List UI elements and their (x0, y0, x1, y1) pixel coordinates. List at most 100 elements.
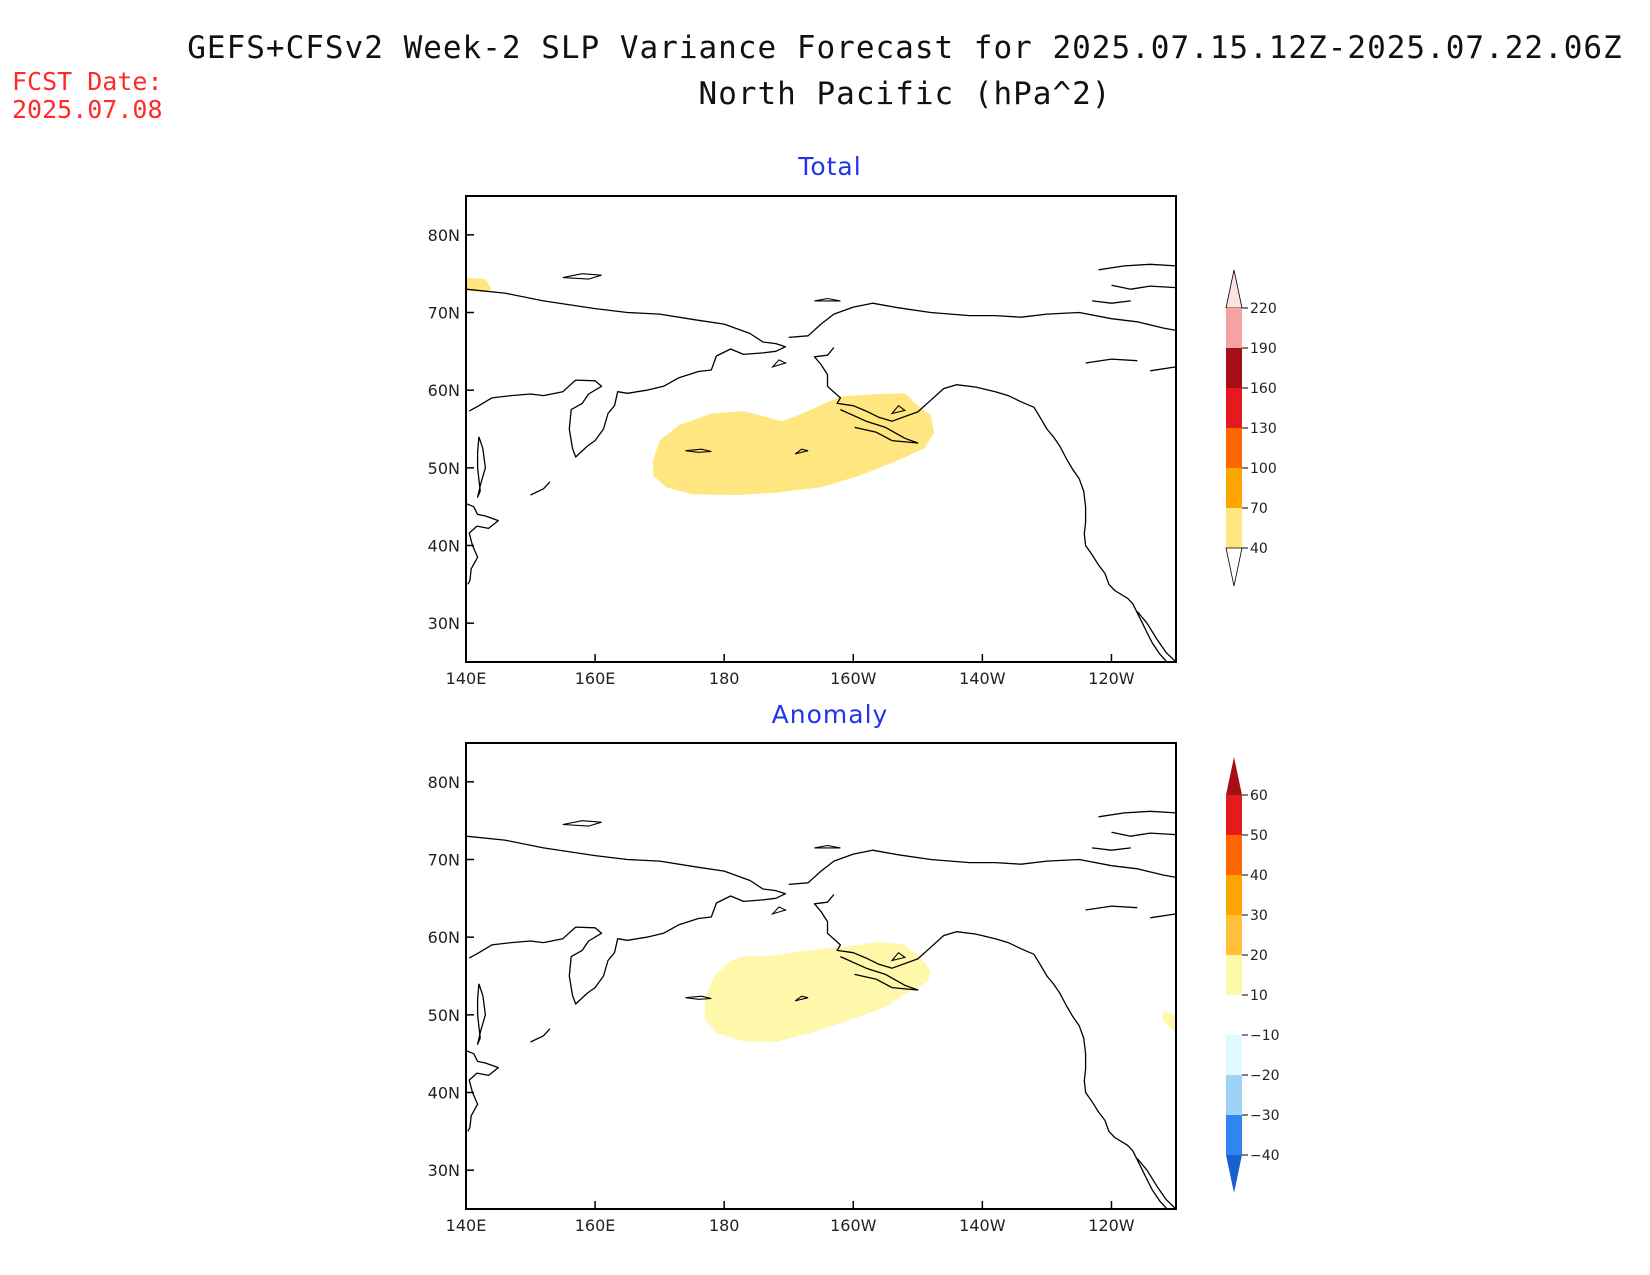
coastline (813, 894, 1167, 1209)
colorbar-label: 50 (1250, 828, 1268, 844)
island (685, 995, 712, 1000)
variance-region-1 (704, 941, 931, 1042)
panel-title-anomaly: Anomaly (771, 700, 889, 729)
variance-region-1 (653, 393, 934, 495)
lon-label: 140E (446, 669, 487, 688)
colorbar-segment (1226, 508, 1242, 548)
island (562, 820, 602, 827)
colorbar-label: −40 (1250, 1148, 1280, 1164)
colorbar-segment (1226, 1075, 1242, 1115)
variance-fill-anomaly (704, 941, 1176, 1042)
variance-region-2 (1163, 1011, 1176, 1033)
fcst-date-value: 2025.07.08 (12, 95, 163, 124)
lon-label: 180 (709, 669, 740, 688)
colorbar-label: 40 (1250, 868, 1268, 884)
island (814, 844, 841, 849)
colorbar-label: 40 (1250, 541, 1268, 557)
colorbar-label: 10 (1250, 988, 1268, 1004)
coastline (1098, 263, 1176, 271)
colorbar-segment (1226, 388, 1242, 428)
coastline (1150, 366, 1176, 372)
coastline (1092, 300, 1131, 304)
coastline (1136, 611, 1176, 662)
lon-label: 160E (575, 1216, 616, 1235)
lon-label: 180 (709, 1216, 740, 1235)
chart-subtitle: North Pacific (hPa^2) (698, 76, 1112, 112)
colorbar-segment (1226, 795, 1242, 835)
lon-label: 120W (1088, 669, 1135, 688)
colorbar-segment (1226, 955, 1242, 995)
lat-label: 50N (428, 459, 460, 478)
chart-title: GEFS+CFSv2 Week-2 SLP Variance Forecast … (187, 30, 1623, 66)
colorbar-label: −30 (1250, 1108, 1280, 1124)
island (685, 448, 712, 453)
map-panel-anomaly: 80N 70N 60N 50N 40N 30N 140E 160E 180 160W 140W 120… (428, 742, 1280, 1235)
colorbar-label: 20 (1250, 948, 1268, 964)
variance-region-2 (466, 277, 492, 293)
colorbar-bottom-arrow (1225, 547, 1243, 587)
lat-label: 60N (428, 381, 460, 400)
colorbar-label: 70 (1250, 501, 1268, 517)
lat-label: 30N (428, 614, 460, 633)
coastline (840, 409, 919, 444)
map-panel-total: 80N 70N 60N 50N 40N 30N 140E 160E 180 160W 140W 120… (428, 195, 1277, 688)
fcst-date-label: FCST Date: (12, 67, 163, 96)
lat-label: 70N (428, 304, 460, 323)
coastline (1111, 284, 1176, 290)
lon-label: 140W (959, 1216, 1006, 1235)
coastline (840, 956, 919, 991)
coastline (466, 502, 499, 585)
coastline (1092, 847, 1131, 851)
coastline (1085, 358, 1138, 364)
colorbar-label: 60 (1250, 788, 1268, 804)
colorbar-segment (1226, 915, 1242, 955)
colorbar-segment (1226, 1115, 1242, 1155)
coastline (466, 288, 787, 458)
lon-label: 140E (446, 1216, 487, 1235)
axis-labels-anomaly: 80N 70N 60N 50N 40N 30N 140E 160E 180 160W 140W 120… (428, 773, 1135, 1235)
axis-labels-total: 80N 70N 60N 50N 40N 30N 140E 160E 180 160W 140W 120… (428, 226, 1135, 688)
lon-label: 140W (959, 669, 1006, 688)
lat-label: 40N (428, 1084, 460, 1103)
coastline (476, 983, 487, 1045)
lat-label: 50N (428, 1006, 460, 1025)
colorbar-segment (1226, 835, 1242, 875)
lat-label: 60N (428, 928, 460, 947)
colorbar-label: −10 (1250, 1028, 1280, 1044)
colorbar-segment (1226, 468, 1242, 508)
island (794, 448, 809, 455)
panel-title-total: Total (798, 152, 862, 181)
map-frame-total (465, 195, 1177, 663)
coastline (466, 835, 787, 1005)
lon-label: 160W (830, 1216, 877, 1235)
colorbar-label: 220 (1250, 301, 1277, 317)
coastline (466, 1049, 499, 1132)
colorbar-segment (1226, 308, 1242, 348)
lon-label: 160E (575, 669, 616, 688)
colorbar-segment (1226, 995, 1242, 1035)
island (814, 297, 841, 302)
island (890, 951, 907, 962)
coastline (530, 1028, 551, 1043)
colorbar-top-arrow (1225, 269, 1243, 309)
colorbar-segment (1226, 428, 1242, 468)
island (890, 404, 907, 415)
coastlines-anomaly (466, 810, 1176, 1209)
coastline (1111, 831, 1176, 837)
colorbar-total: 220 190 160 130 100 70 40 (1225, 269, 1277, 587)
colorbar-label: 190 (1250, 341, 1277, 357)
coastline (1150, 913, 1176, 919)
island (562, 273, 602, 280)
lon-label: 160W (830, 669, 877, 688)
coastline (476, 436, 487, 498)
colorbar-bottom-arrow (1226, 1155, 1242, 1193)
coastline (1098, 810, 1176, 818)
lon-label: 120W (1088, 1216, 1135, 1235)
coastline (530, 481, 551, 496)
lat-label: 80N (428, 226, 460, 245)
lat-label: 30N (428, 1161, 460, 1180)
colorbar-anomaly: 60 50 40 30 20 10 −10 −20 −30 −40 (1226, 757, 1280, 1193)
colorbar-label: −20 (1250, 1068, 1280, 1084)
colorbar-segment (1226, 875, 1242, 915)
